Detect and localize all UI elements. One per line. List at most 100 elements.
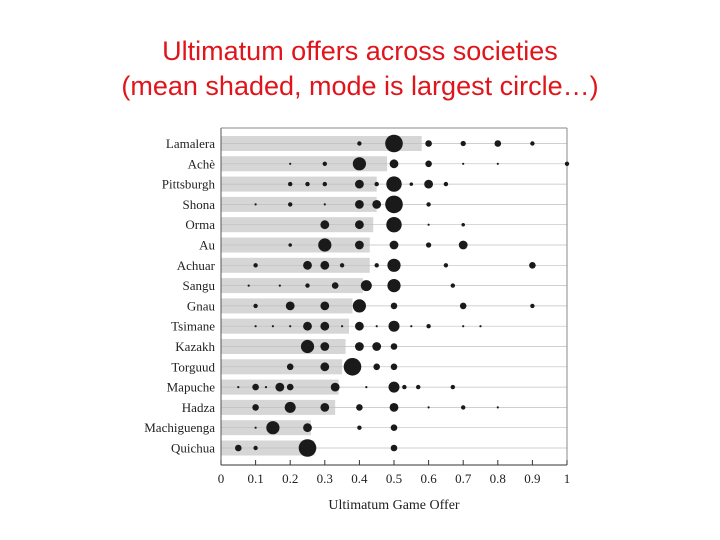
offer-point: [323, 203, 326, 206]
x-tick-label: 0.1: [247, 471, 263, 486]
offer-point: [386, 176, 402, 192]
offer-point: [356, 404, 363, 411]
chart-title-line-1: Ultimatum offers across societies: [162, 36, 558, 66]
offer-point: [320, 260, 330, 270]
offer-point: [253, 263, 258, 268]
x-tick-label: 0.4: [351, 471, 368, 486]
offer-point: [374, 263, 379, 268]
offer-point: [461, 222, 465, 227]
chart-title: Ultimatum offers across societies (mean …: [0, 34, 720, 104]
offer-point: [460, 140, 466, 147]
society-label: Achè: [188, 156, 216, 171]
offer-point: [443, 181, 449, 187]
offer-point: [252, 383, 259, 391]
offer-point: [288, 181, 293, 187]
society-label: Hadza: [182, 400, 215, 415]
offer-point: [355, 240, 364, 250]
offer-point: [443, 263, 449, 268]
offer-point: [388, 381, 400, 393]
offer-point: [450, 283, 456, 288]
offer-point: [390, 363, 398, 371]
offer-point: [375, 325, 378, 328]
offer-point: [402, 384, 407, 390]
offer-point: [385, 195, 403, 214]
offer-point: [496, 162, 499, 165]
offer-point: [387, 279, 401, 293]
offer-point: [254, 426, 257, 429]
society-label: Quichua: [171, 441, 215, 456]
offer-point: [389, 159, 399, 169]
offer-point: [320, 220, 330, 230]
offer-point: [237, 386, 240, 389]
x-axis-label: Ultimatum Game Offer: [328, 498, 459, 513]
offer-point: [390, 302, 398, 310]
offer-point: [425, 242, 432, 248]
offer-point: [529, 262, 536, 269]
offer-point: [278, 284, 281, 287]
offer-point: [300, 339, 315, 354]
offer-point: [343, 358, 362, 376]
offer-point: [339, 263, 345, 268]
offer-point: [253, 445, 258, 451]
offer-point: [409, 182, 414, 186]
offer-point: [305, 283, 310, 288]
offer-point: [341, 325, 344, 328]
offer-point: [410, 325, 413, 328]
offer-point: [289, 325, 292, 328]
offer-point: [458, 240, 468, 250]
offer-point: [288, 202, 293, 207]
society-label: Au: [199, 238, 215, 253]
society-label: Pittsburgh: [162, 177, 216, 192]
offer-point: [390, 444, 398, 452]
x-axis-ticks: 0 0.1 0.2 0.3 0.4 0.5 0.6 0.7 0.8 0.9 1: [218, 460, 571, 486]
offer-point: [450, 384, 456, 390]
offer-point: [427, 223, 430, 226]
x-tick-label: 0: [218, 471, 225, 486]
society-label: Sangu: [183, 278, 216, 293]
offer-point: [322, 181, 327, 187]
offer-point: [298, 439, 317, 457]
society-label: Kazakh: [175, 339, 215, 354]
society-label: Machiguenga: [144, 420, 215, 435]
offer-point: [330, 382, 340, 392]
offer-point: [305, 181, 310, 187]
offer-point: [374, 181, 379, 187]
x-tick-label: 0.5: [386, 471, 402, 486]
society-label: Orma: [185, 217, 215, 232]
offer-point: [462, 325, 465, 328]
offer-point: [390, 424, 398, 432]
offer-point: [252, 404, 259, 411]
offer-point: [386, 217, 402, 233]
offer-point: [264, 386, 268, 389]
offer-point: [284, 401, 296, 413]
x-tick-label: 0.9: [524, 471, 540, 486]
offer-point: [426, 324, 431, 329]
offer-point: [288, 243, 292, 247]
offer-point: [320, 342, 330, 351]
offer-point: [459, 302, 467, 310]
society-label: Lamalera: [166, 136, 215, 151]
offer-point: [286, 383, 294, 391]
society-label: Achuar: [177, 258, 216, 273]
offer-point: [530, 141, 535, 146]
offer-point: [357, 141, 362, 146]
offer-point: [303, 321, 312, 331]
offer-point: [285, 301, 295, 311]
x-tick-label: 0.8: [490, 471, 506, 486]
offer-point: [352, 157, 366, 171]
offer-point: [254, 203, 257, 206]
offer-point: [253, 303, 258, 309]
offer-point: [530, 303, 535, 309]
offer-point: [275, 382, 285, 392]
offer-point: [389, 403, 399, 412]
society-label: Tsimane: [171, 319, 215, 334]
offer-point: [355, 220, 364, 230]
offer-point: [266, 421, 280, 435]
x-tick-label: 1: [564, 471, 571, 486]
offer-point: [254, 325, 257, 328]
chart-title-line-2: (mean shaded, mode is largest circle…): [121, 71, 599, 101]
offer-point: [355, 321, 364, 331]
offer-point: [427, 406, 430, 409]
offer-point: [289, 162, 292, 165]
offer-point: [385, 134, 403, 153]
